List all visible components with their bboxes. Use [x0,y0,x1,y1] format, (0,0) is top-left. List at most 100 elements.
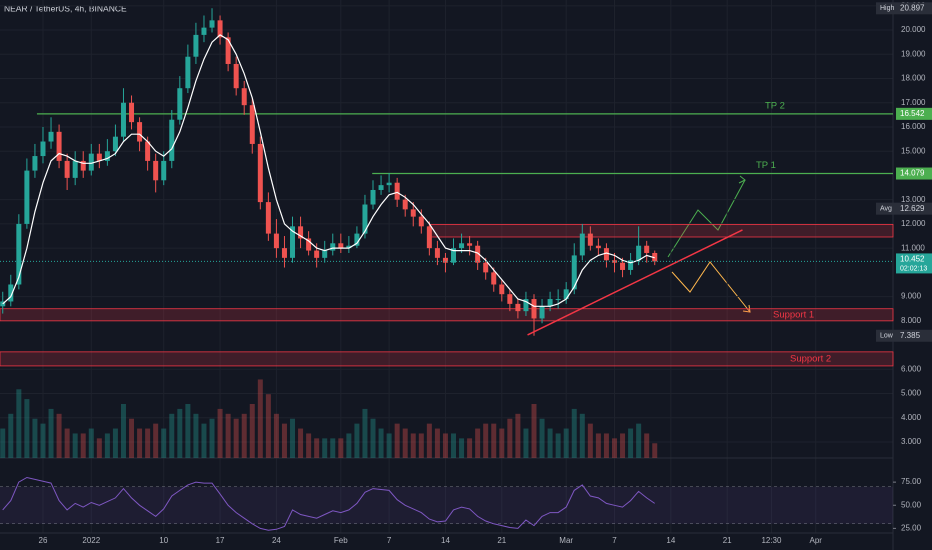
volume-bar [322,438,328,458]
candle-body [418,216,424,227]
candle-body [644,245,650,253]
candle-body [491,272,497,285]
candle-body [185,56,191,89]
volume-bar [225,413,231,458]
price-label-name: Low [880,333,894,340]
volume-bar [88,428,94,458]
zone [0,351,894,367]
candle-body [233,63,239,89]
volume-bar [402,428,408,458]
volume-bar [636,423,642,458]
candle-body [225,37,231,64]
y-tick-label: 3.000 [901,437,922,446]
y-tick-label: 5.000 [901,389,922,398]
candle-body [555,299,561,301]
volume-bar [0,428,6,458]
candle-body [523,299,529,312]
candle-body [16,223,22,285]
bull-path [667,179,746,258]
zone [0,308,894,322]
volume-bar [442,433,448,458]
candle-body [378,185,384,190]
candle-body [459,243,465,249]
last-price: 10.452 [900,255,925,264]
volume-bar [338,438,344,458]
price-label-badge [876,2,932,15]
candle-body [217,20,223,38]
volume-bar [579,413,585,458]
volume-bar [185,404,191,458]
x-tick-label: 2022 [82,536,100,545]
volume-bar [273,413,279,458]
candle-body [80,160,86,171]
level-badge [896,107,932,120]
volume-bar [64,428,70,458]
level-label: TP 2 [765,100,785,111]
candle-body [72,160,78,178]
y-tick-label: 6.000 [901,364,922,373]
moving-average [2,34,655,307]
last-price-badge [896,253,932,274]
volume-bar [201,423,207,458]
volume-bar [539,418,545,458]
candle-body [32,156,38,171]
volume-bar [48,408,54,458]
y-tick-label: 12.000 [901,219,926,228]
candle-body [64,160,70,178]
candle-body [628,260,634,270]
x-tick-label: 12:30 [761,536,782,545]
volume-bar [499,428,505,458]
volume-bar [418,433,424,458]
volume-bar [386,433,392,458]
candle-body [249,105,255,144]
candle-body [112,136,118,152]
volume-bar [507,418,513,458]
volume-bar [426,423,432,458]
bull-arrowhead [738,175,746,184]
volume-bar [290,418,296,458]
volume-bar [603,433,609,458]
volume-bar [8,413,14,458]
y-tick-label: 15.000 [901,146,926,155]
volume-bar [620,433,626,458]
candle-body [338,243,344,249]
volume-bar [330,438,336,458]
y-tick-label: 18.000 [901,74,926,83]
candle-body [120,102,126,137]
rsi-tick-label: 50.00 [901,500,922,509]
rsi-tick-label: 75.00 [901,477,922,486]
candle-body [402,199,408,210]
volume-bar [96,438,102,458]
candle-body [475,245,481,263]
candle-body [56,131,62,161]
candle-body [386,182,392,186]
countdown: 02:02:13 [900,265,927,272]
candle-body [177,88,183,120]
volume-bar [555,433,561,458]
volume-bar [434,428,440,458]
volume-bar [145,428,151,458]
candle-body [129,102,135,123]
candle-body [515,303,521,312]
volume-bar [120,404,126,458]
price-label-badge [876,329,932,342]
candle-body [322,250,328,258]
candle-body [531,299,537,319]
candle-body [298,226,304,239]
level-badge [896,167,932,180]
volume-bar [161,428,167,458]
volume-bar [483,423,489,458]
price-label-value: 12.629 [900,204,925,213]
level-label: TP 1 [756,160,776,171]
x-tick-label: 7 [612,536,617,545]
volume-bar [346,433,352,458]
candle-body [434,248,440,258]
y-tick-label: 16.000 [901,122,926,131]
volume-bar [515,413,521,458]
x-tick-label: 17 [216,536,225,545]
volume-bar [241,413,247,458]
candle-body [603,248,609,261]
volume-bar [644,433,650,458]
candle-body [362,204,368,234]
